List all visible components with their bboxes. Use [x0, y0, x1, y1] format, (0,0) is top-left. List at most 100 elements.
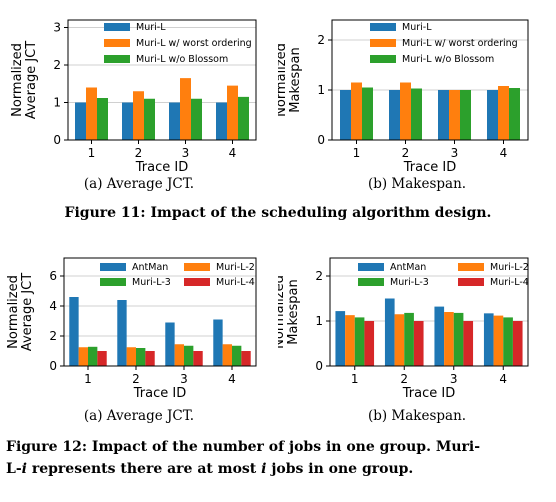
legend-label: Muri-L-4	[216, 277, 255, 288]
legend-swatch	[184, 278, 210, 286]
plot-frame	[329, 257, 529, 367]
bar	[345, 315, 355, 366]
figure-caption-12-line1: Figure 12: Impact of the number of jobs …	[6, 439, 481, 455]
chart-fig11b-makespan: 0 1 2 1 2 3 4 Trace ID NormalizedMakespan Muri-L M…	[278, 19, 529, 175]
x-tick-label: 4	[499, 372, 507, 386]
x-axis-label: Trace ID	[403, 160, 456, 175]
y-tick-label: 0	[317, 133, 325, 147]
bar	[400, 82, 411, 140]
legend-label: Muri-L	[402, 22, 432, 33]
bar	[411, 88, 422, 140]
bar	[193, 351, 203, 366]
legend-swatch	[358, 278, 384, 286]
figure-caption-12: Figure 12: Impact of the number of jobs …	[6, 436, 552, 480]
plot-frame	[63, 257, 257, 367]
y-axis-label: NormalizedAverage JCT	[10, 41, 39, 119]
legend-label: AntMan	[132, 262, 168, 273]
y-tick-label: 2	[315, 269, 323, 283]
x-tick-label: 4	[228, 372, 236, 386]
y-tick-label: 4	[49, 299, 57, 313]
bar	[238, 96, 249, 140]
y-axis-label-line: Average JCT	[20, 273, 35, 351]
x-tick-label: 1	[351, 372, 359, 386]
y-axis-label-line: Makespan	[286, 279, 301, 344]
y-axis-label: NormalizedMakespan	[278, 43, 303, 117]
x-tick-label: 2	[132, 372, 140, 386]
legend-swatch	[104, 23, 130, 31]
bar	[364, 321, 375, 366]
bar	[78, 347, 88, 366]
bar	[180, 78, 191, 140]
y-tick-label: 0	[49, 359, 57, 373]
x-tick-label: 2	[402, 146, 410, 160]
bar	[498, 86, 509, 140]
y-tick-label: 6	[49, 269, 57, 283]
bar	[394, 314, 405, 366]
y-tick-label: 2	[49, 329, 57, 343]
y-tick-label: 1	[317, 83, 325, 97]
plot-frame	[67, 19, 257, 141]
bar	[86, 87, 97, 140]
figure-caption-11: Figure 11: Impact of the scheduling algo…	[64, 205, 492, 221]
legend-label: Muri-L-2	[216, 262, 255, 273]
legend-label: Muri-L	[136, 22, 166, 33]
x-tick-label: 3	[450, 372, 458, 386]
y-axis-label-line: Normalized	[10, 43, 25, 117]
bar	[389, 90, 400, 140]
bar	[487, 90, 498, 140]
chart-fig12a-average-jct: 0 2 4 6 1 2 3 4 Trace ID NormalizedAverage JCT Ant…	[6, 257, 257, 401]
bar	[222, 344, 232, 366]
bar	[335, 311, 346, 366]
bar	[438, 90, 449, 140]
caption-12-i: i	[21, 461, 27, 477]
legend-label: Muri-L w/ worst ordering	[402, 38, 518, 49]
legend-swatch	[458, 278, 484, 286]
legend-swatch	[370, 39, 396, 47]
y-tick-label: 1	[315, 314, 323, 328]
bar	[444, 312, 454, 366]
figure-caption-12-line2: L-i represents there are at most i jobs …	[6, 458, 552, 480]
bar	[174, 344, 184, 366]
bar	[136, 348, 146, 366]
x-tick-label: 4	[229, 146, 237, 160]
bar	[97, 98, 108, 140]
y-axis-label-line: Normalized	[278, 43, 289, 117]
legend-swatch	[100, 278, 126, 286]
bar	[460, 90, 471, 140]
bar	[503, 317, 513, 366]
bar	[184, 345, 194, 366]
bar	[434, 306, 445, 366]
legend-swatch	[104, 39, 130, 47]
x-tick-label: 3	[180, 372, 188, 386]
y-tick-label: 2	[53, 58, 61, 72]
y-tick-label: 1	[53, 96, 61, 110]
chart-fig12b-makespan: 0 1 2 1 2 3 4 Trace ID NormalizedMakespan AntMan M…	[278, 257, 529, 401]
bar	[232, 345, 242, 366]
caption-12-pre: L-	[6, 461, 22, 477]
legend-swatch	[370, 55, 396, 63]
legend-label: Muri-L w/o Blossom	[136, 54, 228, 65]
legend-swatch	[100, 263, 126, 271]
x-tick-label: 3	[451, 146, 459, 160]
legend-swatch	[104, 55, 130, 63]
bar	[384, 298, 395, 366]
subcaption-fig12b: (b) Makespan.	[367, 408, 467, 424]
bar	[362, 87, 373, 140]
bar	[483, 313, 494, 366]
subcaption-fig11a: (a) Average JCT.	[83, 176, 195, 192]
bar	[75, 102, 86, 140]
bar	[241, 351, 251, 366]
y-tick-label: 0	[315, 359, 323, 373]
bar	[169, 102, 180, 140]
y-tick-label: 3	[53, 21, 61, 35]
bar	[354, 317, 365, 366]
bar	[145, 351, 155, 366]
y-axis-label-line: Normalized	[278, 275, 287, 349]
bar	[88, 346, 98, 366]
y-axis-label-line: Makespan	[288, 47, 303, 112]
legend-label: Muri-L-3	[390, 277, 429, 288]
bar	[165, 322, 175, 366]
caption-12-mid: represents there are at most	[26, 461, 262, 477]
legend-swatch	[184, 263, 210, 271]
bar	[126, 347, 136, 366]
